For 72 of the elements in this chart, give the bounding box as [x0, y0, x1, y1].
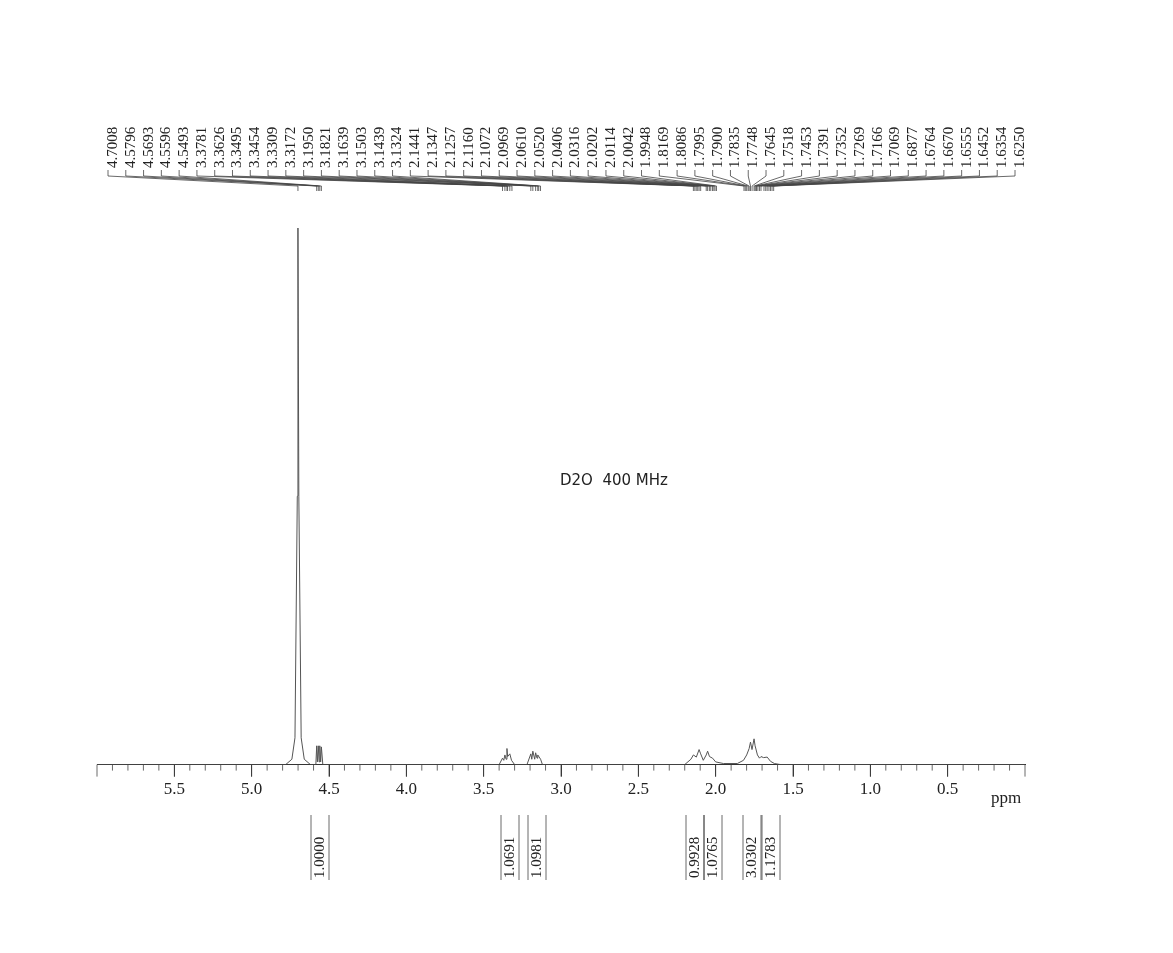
annotation: 1.6764 — [922, 126, 939, 168]
annotation: 4.5796 — [121, 126, 138, 168]
text: 1.0691 — [500, 836, 517, 878]
annotation: 3.1821 — [317, 126, 334, 168]
annotation: 3.3626 — [210, 126, 227, 168]
x-tick-label: 3.0 — [550, 779, 572, 799]
annotation: 1.6555 — [957, 126, 974, 168]
x-tick-label: 5.0 — [241, 779, 263, 799]
annotation: 1.8086 — [673, 126, 690, 168]
annotation: 2.0520 — [530, 126, 547, 168]
annotation: 1.7645 — [761, 126, 778, 168]
annotation: 2.0969 — [495, 126, 512, 168]
x-tick-label: 3.5 — [473, 779, 495, 799]
annotation: 1.6670 — [939, 126, 956, 168]
annotation: 1.8169 — [655, 126, 672, 168]
annotation: 2.1441 — [406, 126, 423, 168]
annotation: 4.7008 — [103, 126, 120, 168]
annotation: 1.7748 — [744, 126, 761, 168]
annotation: 3.1950 — [299, 126, 316, 168]
annotation: 2.1257 — [441, 126, 458, 168]
annotation: 1.6877 — [904, 126, 921, 168]
x-tick-label: 1.0 — [859, 779, 881, 799]
annotation: 2.0114 — [601, 126, 618, 168]
annotation: 1.7518 — [779, 126, 796, 168]
x-tick-label: 2.0 — [705, 779, 727, 799]
annotation: 3.3454 — [246, 126, 263, 168]
x-tick-label: 0.5 — [937, 779, 959, 799]
annotation: 2.1072 — [477, 126, 494, 168]
annotation: 1.7900 — [708, 126, 725, 168]
annotation: 1.7069 — [886, 126, 903, 168]
annotation: 1.6354 — [993, 126, 1010, 168]
annotation: 1.7453 — [797, 126, 814, 168]
annotation: 1.9948 — [637, 126, 654, 168]
annotation: 4.5493 — [175, 126, 192, 168]
annotation: 2.0202 — [584, 126, 601, 168]
text: 1.0000 — [310, 836, 327, 878]
annotation: 2.1160 — [459, 127, 476, 168]
annotation: 4.5596 — [157, 126, 174, 168]
x-tick-label: 1.5 — [782, 779, 804, 799]
x-tick-label: 5.5 — [163, 779, 185, 799]
annotation: 1.7995 — [690, 126, 707, 168]
annotation: 3.3309 — [264, 126, 280, 168]
annotation: 3.3495 — [228, 126, 245, 168]
annotation: 3.1639 — [335, 126, 352, 168]
annotation: D2O 400 MHz — [560, 470, 669, 489]
x-tick-label: 2.5 — [627, 779, 649, 799]
text: 1.0981 — [527, 836, 544, 878]
annotation: 1.7166 — [868, 126, 885, 168]
annotation: 1.6250 — [1010, 126, 1027, 168]
annotation: 2.0406 — [548, 126, 565, 168]
text: 1.1783 — [761, 836, 778, 878]
annotation: 3.1503 — [352, 126, 369, 168]
annotation: 3.1439 — [370, 126, 387, 168]
annotation: 2.1347 — [424, 126, 441, 168]
text: 1.0765 — [703, 836, 720, 878]
x-axis-title: ppm — [991, 788, 1022, 808]
x-tick-label: 4.0 — [395, 779, 417, 799]
annotation: 2.0610 — [512, 126, 529, 168]
annotation: 3.1324 — [388, 126, 405, 168]
text: 0.9928 — [685, 836, 702, 878]
annotation: 2.0316 — [566, 126, 583, 168]
text: 3.0302 — [742, 836, 759, 878]
annotation: 3.3172 — [281, 126, 298, 168]
annotation: 1.6452 — [975, 126, 992, 168]
annotation: 1.7391 — [815, 126, 832, 168]
annotation: 1.7269 — [850, 126, 867, 168]
annotation: 1.7352 — [833, 126, 850, 168]
annotation: 2.0042 — [619, 126, 636, 168]
annotation: 3.3781 — [192, 126, 209, 168]
x-tick-label: 4.5 — [318, 779, 340, 799]
annotation: 1.7835 — [726, 126, 743, 168]
annotation: 4.5693 — [139, 126, 156, 168]
